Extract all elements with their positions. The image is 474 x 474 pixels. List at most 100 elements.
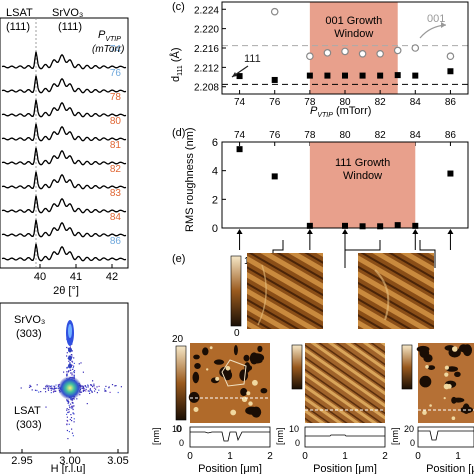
rsm-dot: [50, 392, 52, 394]
d-top-tick-76: 76: [269, 130, 281, 141]
rsm-x-label: H [r.l.u]: [51, 463, 86, 474]
xrd-x-label: 2θ [°]: [53, 285, 79, 297]
rsm-dot: [76, 398, 78, 400]
c-y-tick-2.220: 2.220: [194, 25, 219, 36]
rsm-dot: [104, 388, 106, 390]
rsm-dot: [51, 387, 53, 389]
afm-scale-bottom-max: 20: [172, 334, 184, 345]
rsm-dot: [46, 384, 48, 386]
rsm-dot: [66, 416, 68, 418]
rsm-dot: [48, 387, 50, 389]
afm-pit: [448, 347, 461, 358]
xrd-p-label: PVTIP: [98, 29, 121, 43]
rsm-dot: [49, 385, 51, 387]
rsm-dot: [72, 405, 74, 407]
profile-3-tick-min: 0: [410, 438, 415, 448]
rsm-dot: [71, 361, 74, 363]
rsm-dot: [89, 389, 91, 391]
c-x-tick-86: 86: [445, 97, 457, 108]
afm-pit: [257, 345, 263, 353]
rsm-dot: [66, 375, 68, 377]
rsm-dot: [71, 432, 74, 434]
rsm-dot: [70, 403, 72, 405]
xrd-curve-label-83: 83: [110, 188, 122, 199]
rsm-dot: [67, 400, 69, 402]
afm-colorbar-bottom: [175, 345, 187, 421]
afm-step-line-b: [374, 269, 390, 321]
rsm-dot: [36, 389, 38, 392]
rsm-dot: [108, 387, 110, 389]
point-rms: [377, 223, 384, 230]
panel-c-x-ticks: 74 76 78 80 82 84 86: [234, 90, 456, 108]
afm-island: [230, 409, 237, 416]
rsm-dot: [111, 384, 114, 386]
rsm-dot: [93, 385, 95, 387]
afm-colorbar-mid: [291, 344, 303, 390]
point-111: [412, 72, 419, 79]
xrd-srvo3-hkl: (111): [58, 21, 82, 33]
rsm-dot: [72, 402, 74, 404]
afm-pit: [460, 406, 474, 414]
rsm-dot: [67, 400, 70, 403]
rsm-dot: [47, 389, 50, 391]
xrd-curve-label-78: 78: [110, 92, 122, 103]
rsm-dot: [66, 409, 68, 411]
rsm-dot: [72, 408, 74, 411]
rsm-dot: [44, 388, 46, 390]
afm-pit: [188, 391, 200, 403]
rsm-dot: [69, 362, 71, 364]
rsm-dot: [66, 413, 68, 415]
profile-unit-1: [nm]: [151, 427, 161, 445]
afm-island: [451, 416, 456, 421]
afm-pit: [194, 363, 201, 369]
rsm-dot: [71, 405, 73, 407]
rsm-dot: [56, 387, 58, 389]
profile-unit-3: [nm]: [390, 427, 400, 445]
rsm-dot: [84, 385, 86, 387]
xrd-x-tick-40: 40: [34, 271, 46, 283]
label-111: 111: [244, 53, 261, 65]
rsm-dot: [66, 424, 68, 426]
panel-d-tag: (d): [172, 127, 185, 139]
rsm-dot: [66, 373, 68, 375]
rsm-dot: [87, 386, 89, 388]
panel-e-tag: (e): [172, 253, 185, 265]
rsm-x-tick-3.05: 3.05: [107, 455, 128, 467]
rsm-dot: [81, 387, 83, 389]
xrd-curve-83: [1, 195, 127, 214]
rsm-dot: [73, 413, 75, 415]
afm-image-80mtorr: [305, 343, 385, 423]
xrd-curve-label-84: 84: [110, 212, 122, 223]
afm-pit: [233, 345, 238, 356]
afm-grain-outline: [221, 359, 247, 387]
profile-unit-2: [nm]: [275, 427, 285, 445]
point-001: [446, 52, 455, 61]
rsm-dot: [69, 369, 71, 371]
point-001: [323, 49, 332, 57]
position-label-1: Position [μm]: [198, 463, 262, 474]
point-111: [447, 68, 454, 75]
rsm-dot: [71, 420, 73, 422]
afm-pit: [193, 354, 200, 360]
afm-island: [444, 372, 449, 377]
rsm-dot: [98, 385, 100, 387]
rsm-dot: [71, 364, 73, 366]
point-rms: [236, 146, 243, 153]
rsm-dot: [67, 402, 69, 404]
rsm-x-ticks: 2.95 3.00 3.05: [11, 449, 129, 467]
c-y-tick-2.208: 2.208: [194, 83, 219, 94]
rsm-dot: [66, 374, 68, 376]
afm-colorbar-right: [401, 344, 413, 390]
c-y-tick-2.224: 2.224: [194, 5, 219, 16]
rsm-dot: [53, 388, 55, 390]
rsm-dot: [73, 418, 75, 420]
window-111-label-2: Window: [343, 170, 382, 182]
rsm-dot: [66, 429, 68, 432]
afm-arrow-head: [412, 229, 419, 234]
rsm-dot: [63, 371, 65, 373]
rsm-dot: [68, 411, 70, 413]
rsm-x-tick-3.00: 3.00: [59, 455, 80, 467]
point-001: [270, 7, 279, 16]
rsm-dot: [54, 390, 56, 392]
point-rms: [412, 222, 419, 229]
